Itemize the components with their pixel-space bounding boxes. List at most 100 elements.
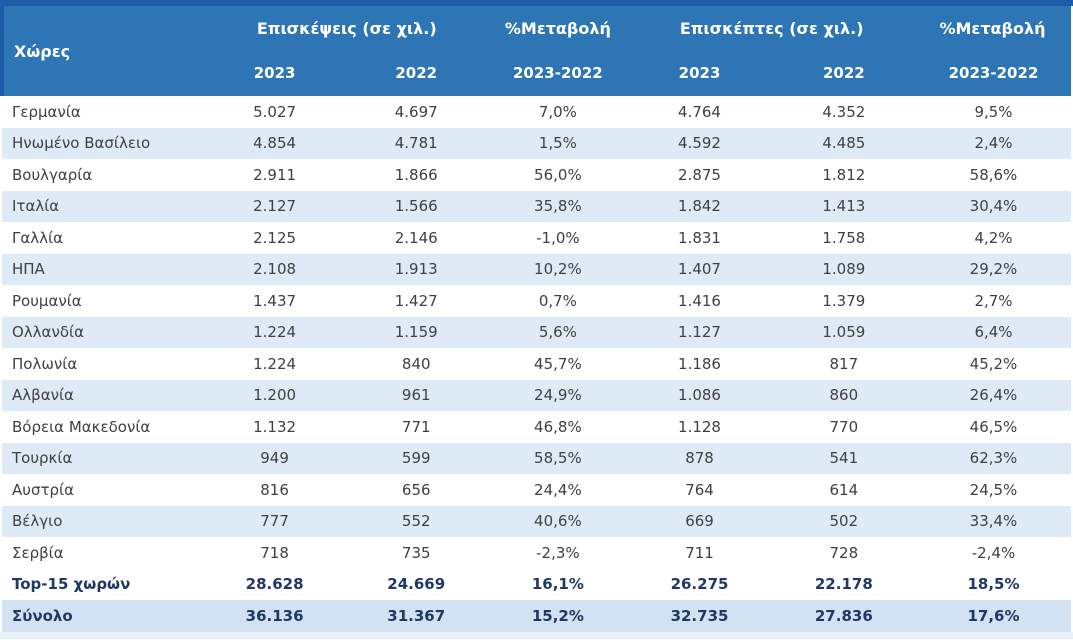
visits-2023-cell: 2.911 [253,165,297,184]
visits-2023-cell: 1.224 [253,354,297,373]
column-group-visitors: Επισκέπτες (σε χιλ.) [627,6,916,50]
visitors-2023-cell: 1.127 [678,323,721,342]
visits-2022-cell: 4.697 [394,102,438,121]
visits-2022-cell: 961 [401,386,431,405]
visitors-2023-cell: 1.842 [678,197,721,216]
visitors-2023-cell: 4.764 [678,102,721,121]
country-visits-table: Χώρες Επισκέψεις (σε χιλ.) %Μεταβολή Επι… [0,6,1073,632]
visits-2022-cell: 1.566 [394,197,438,216]
visits-2022-cell: 2.146 [394,228,438,247]
table-bottom-strip [0,631,1073,639]
country-cell: Ρουμανία [12,291,82,310]
column-group-visitors-change: %Μεταβολή [915,6,1071,50]
visitors-change-cell: 4,2% [974,228,1013,247]
visitors-2022-cell: 728 [829,543,859,562]
visitors-2022-cell: 614 [829,480,859,499]
visitors-2022-cell: 817 [829,354,859,373]
visits-2022-cell: 31.367 [387,606,446,625]
visits-change-cell: 45,7% [534,354,582,373]
visits-2023-cell: 1.224 [253,323,297,342]
table-row: Γαλλία 2.125 2.146 -1,0% 1.831 1.758 4,2% [2,222,1071,254]
table-row: Βουλγαρία 2.911 1.866 56,0% 2.875 1.812 58,6% [2,159,1071,191]
table-row: Σερβία 718 735 -2,3% 711 728 -2,4% [2,537,1071,569]
table-row: Ηνωμένο Βασίλειο 4.854 4.781 1,5% 4.592 4.485… [2,127,1071,159]
visits-2023-cell: 1.200 [253,386,297,405]
table-row: Βόρεια Μακεδονία 1.132 771 46,8% 1.128 770 46,… [2,411,1071,443]
visitors-2023-cell: 1.831 [678,228,721,247]
visits-change-cell: -2,3% [536,543,580,562]
subheader-visitors-2023: 2023 [627,50,772,96]
visits-2023-cell: 1.437 [253,291,297,310]
table-row: Ρουμανία 1.437 1.427 0,7% 1.416 1.379 2,7% [2,285,1071,317]
visits-2022-cell: 4.781 [394,134,438,153]
visits-2023-cell: 816 [260,480,289,499]
visits-change-cell: 5,6% [538,323,577,342]
country-cell: Βέλγιο [12,512,63,531]
visitors-change-cell: 46,5% [969,417,1018,436]
visits-change-cell: 24,9% [534,386,582,405]
table-row: Πολωνία 1.224 840 45,7% 1.186 817 45,2% [2,348,1071,380]
country-cell: Τουρκία [12,449,73,468]
visits-2023-cell: 28.628 [245,575,304,594]
visits-2023-cell: 5.027 [253,102,297,121]
visitors-2022-cell: 1.059 [822,323,866,342]
subheader-visits-2023: 2023 [205,50,345,96]
visits-change-cell: 15,2% [531,606,584,625]
table-top-border [0,0,1073,6]
visits-2023-cell: 2.127 [253,197,297,216]
column-group-visits: Επισκέψεις (σε χιλ.) [205,6,489,50]
visitors-2023-cell: 1.186 [678,354,721,373]
visits-2022-cell: 1.427 [394,291,438,310]
visits-change-cell: 10,2% [534,260,582,279]
visits-2023-cell: 1.132 [253,417,297,436]
visitors-2023-cell: 32.735 [670,606,729,625]
visits-change-cell: 58,5% [534,449,582,468]
table-row: Τουρκία 949 599 58,5% 878 541 62,3% [2,442,1071,474]
visitors-2023-cell: 26.275 [670,575,729,594]
visits-change-cell: 16,1% [531,575,584,594]
visitors-change-cell: 18,5% [967,575,1020,594]
visitors-change-cell: 62,3% [969,449,1018,468]
visits-2023-cell: 36.136 [245,606,304,625]
visits-2022-cell: 1.913 [394,260,438,279]
visits-2022-cell: 599 [401,449,431,468]
visitors-change-cell: 45,2% [969,354,1018,373]
visitors-2023-cell: 1.416 [678,291,721,310]
country-cell: Πολωνία [12,354,78,373]
visits-change-cell: 7,0% [538,102,577,121]
visits-2023-cell: 2.125 [253,228,297,247]
visits-2023-cell: 4.854 [253,134,297,153]
visits-2023-cell: 949 [260,449,289,468]
country-cell: Βόρεια Μακεδονία [12,417,151,436]
visitors-change-cell: 29,2% [969,260,1018,279]
subheader-visitors-change-period: 2023-2022 [915,50,1071,96]
visitors-2022-cell: 502 [829,512,859,531]
visitors-2023-cell: 669 [685,512,714,531]
country-cell: Σύνολο [12,606,73,625]
country-cell: Γερμανία [12,102,81,121]
table-header: Χώρες Επισκέψεις (σε χιλ.) %Μεταβολή Επι… [0,6,1071,96]
visits-2023-cell: 777 [260,512,289,531]
column-group-visits-change: %Μεταβολή [488,6,628,50]
table-row: Ιταλία 2.127 1.566 35,8% 1.842 1.413 30,4% [2,190,1071,222]
visitors-2023-cell: 1.086 [678,386,721,405]
visits-2023-cell: 718 [260,543,289,562]
table-row: ΗΠΑ 2.108 1.913 10,2% 1.407 1.089 29,2% [2,253,1071,285]
visits-change-cell: 56,0% [534,165,582,184]
visitors-2023-cell: 2.875 [678,165,721,184]
visitors-2022-cell: 541 [829,449,859,468]
visits-2022-cell: 735 [401,543,431,562]
header-group-row: Χώρες Επισκέψεις (σε χιλ.) %Μεταβολή Επι… [0,6,1071,96]
visits-2022-cell: 1.866 [394,165,438,184]
visitors-change-cell: 26,4% [969,386,1018,405]
table-row: Γερμανία 5.027 4.697 7,0% 4.764 4.352 9,5% [2,96,1071,128]
table-body: Γερμανία 5.027 4.697 7,0% 4.764 4.352 9,5% Ηνωμ… [2,96,1071,632]
table-row: Ολλανδία 1.224 1.159 5,6% 1.127 1.059 6,4% [2,316,1071,348]
column-header-countries: Χώρες [0,6,206,96]
visitors-change-cell: 33,4% [969,512,1018,531]
visitors-change-cell: 30,4% [969,197,1018,216]
visitors-change-cell: 24,5% [969,480,1018,499]
visitors-2022-cell: 1.379 [822,291,866,310]
visits-2022-cell: 656 [401,480,431,499]
